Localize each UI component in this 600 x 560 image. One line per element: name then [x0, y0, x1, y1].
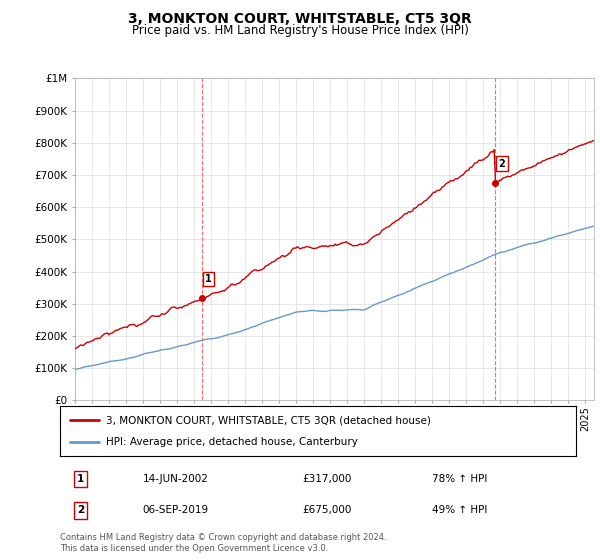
- Text: 1: 1: [205, 274, 212, 284]
- Text: 14-JUN-2002: 14-JUN-2002: [143, 474, 208, 484]
- Text: 06-SEP-2019: 06-SEP-2019: [143, 505, 209, 515]
- Text: 2: 2: [499, 158, 505, 169]
- Text: 49% ↑ HPI: 49% ↑ HPI: [431, 505, 487, 515]
- Text: £317,000: £317,000: [302, 474, 352, 484]
- Text: 3, MONKTON COURT, WHITSTABLE, CT5 3QR (detached house): 3, MONKTON COURT, WHITSTABLE, CT5 3QR (d…: [106, 415, 431, 425]
- Text: £675,000: £675,000: [302, 505, 352, 515]
- Text: Contains HM Land Registry data © Crown copyright and database right 2024.
This d: Contains HM Land Registry data © Crown c…: [60, 533, 386, 553]
- Text: HPI: Average price, detached house, Canterbury: HPI: Average price, detached house, Cant…: [106, 437, 358, 447]
- Text: 2: 2: [77, 505, 84, 515]
- Text: 78% ↑ HPI: 78% ↑ HPI: [431, 474, 487, 484]
- Text: Price paid vs. HM Land Registry's House Price Index (HPI): Price paid vs. HM Land Registry's House …: [131, 24, 469, 36]
- Text: 3, MONKTON COURT, WHITSTABLE, CT5 3QR: 3, MONKTON COURT, WHITSTABLE, CT5 3QR: [128, 12, 472, 26]
- Text: 1: 1: [77, 474, 84, 484]
